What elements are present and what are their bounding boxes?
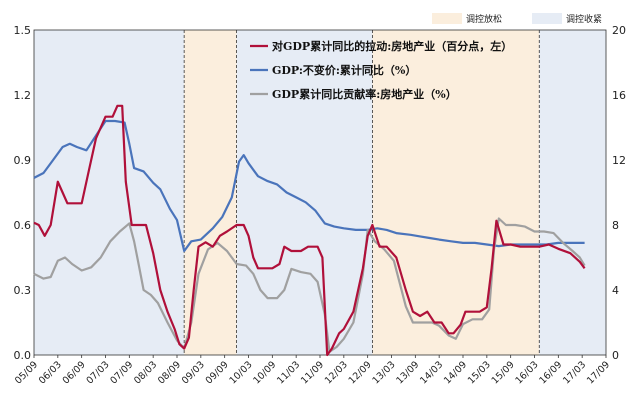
x-tick-label-14: 12/09 — [347, 359, 374, 386]
right-tick-3: 12 — [612, 154, 626, 167]
x-tick-label-21: 16/03 — [513, 359, 540, 386]
x-axis: 05/0906/0306/0907/0307/0908/0308/0909/03… — [13, 355, 612, 386]
period-band-4 — [539, 30, 606, 355]
left-tick-2: 0.6 — [14, 219, 32, 232]
period-band-2 — [236, 30, 373, 355]
legend-label-real-estate-contribution: GDP累计同比贡献率:房地产业（%） — [272, 87, 457, 101]
series-legend: 对GDP累计同比的拉动:房地产业（百分点，左） GDP:不变价:累计同比（%） … — [250, 39, 512, 101]
x-tick-label-5: 08/03 — [132, 359, 159, 386]
period-legend-swatch-tighten — [532, 13, 562, 24]
period-band-0 — [34, 30, 185, 355]
period-legend-swatch-loosen — [432, 13, 462, 24]
x-tick-label-10: 10/09 — [251, 359, 278, 386]
period-band-3 — [372, 30, 540, 355]
x-tick-label-6: 08/09 — [156, 359, 183, 386]
period-legend-label-loosen: 调控放松 — [466, 13, 502, 25]
right-tick-4: 16 — [612, 89, 626, 102]
x-tick-label-11: 11/03 — [275, 359, 302, 386]
x-tick-label-16: 13/09 — [394, 359, 421, 386]
x-tick-label-9: 10/03 — [227, 359, 254, 386]
left-axis: 0.0 0.3 0.6 0.9 1.2 1.5 — [14, 24, 32, 362]
x-tick-label-8: 09/09 — [204, 359, 231, 386]
right-tick-5: 20 — [612, 24, 626, 37]
right-tick-0: 0 — [612, 349, 619, 362]
series-lines — [33, 104, 586, 357]
right-tick-1: 4 — [612, 284, 619, 297]
x-tick-label-18: 14/09 — [442, 359, 469, 386]
x-tick-label-23: 17/03 — [561, 359, 588, 386]
left-tick-3: 0.9 — [14, 154, 32, 167]
x-tick-label-7: 09/03 — [180, 359, 207, 386]
legend-label-real-estate-pull: 对GDP累计同比的拉动:房地产业（百分点，左） — [272, 39, 512, 53]
left-tick-4: 1.2 — [14, 89, 32, 102]
x-tick-label-1: 06/03 — [37, 359, 64, 386]
period-legend: 调控放松 调控收紧 — [432, 13, 602, 25]
x-tick-label-3: 07/03 — [84, 359, 111, 386]
x-tick-label-19: 15/03 — [466, 359, 493, 386]
x-tick-label-24: 17/09 — [585, 359, 612, 386]
period-legend-label-tighten: 调控收紧 — [566, 13, 602, 25]
right-axis: 0 4 8 12 16 20 — [612, 24, 626, 362]
x-tick-label-17: 14/03 — [418, 359, 445, 386]
right-tick-2: 8 — [612, 219, 619, 232]
x-tick-label-13: 12/03 — [323, 359, 350, 386]
period-dividers — [183, 30, 540, 355]
x-tick-label-15: 13/03 — [370, 359, 397, 386]
series-line-0 — [33, 104, 586, 357]
x-tick-label-12: 11/09 — [299, 359, 326, 386]
x-tick-label-2: 06/09 — [61, 359, 88, 386]
legend-label-gdp-growth: GDP:不变价:累计同比（%） — [272, 63, 416, 77]
x-tick-label-22: 16/09 — [537, 359, 564, 386]
left-tick-0: 0.0 — [14, 349, 32, 362]
period-shading — [34, 30, 606, 355]
series-line-1 — [33, 119, 585, 253]
x-tick-label-4: 07/09 — [108, 359, 135, 386]
x-tick-label-20: 15/09 — [490, 359, 517, 386]
x-tick-label-0: 05/09 — [13, 359, 40, 386]
left-tick-1: 0.3 — [14, 284, 32, 297]
left-tick-5: 1.5 — [14, 24, 32, 37]
